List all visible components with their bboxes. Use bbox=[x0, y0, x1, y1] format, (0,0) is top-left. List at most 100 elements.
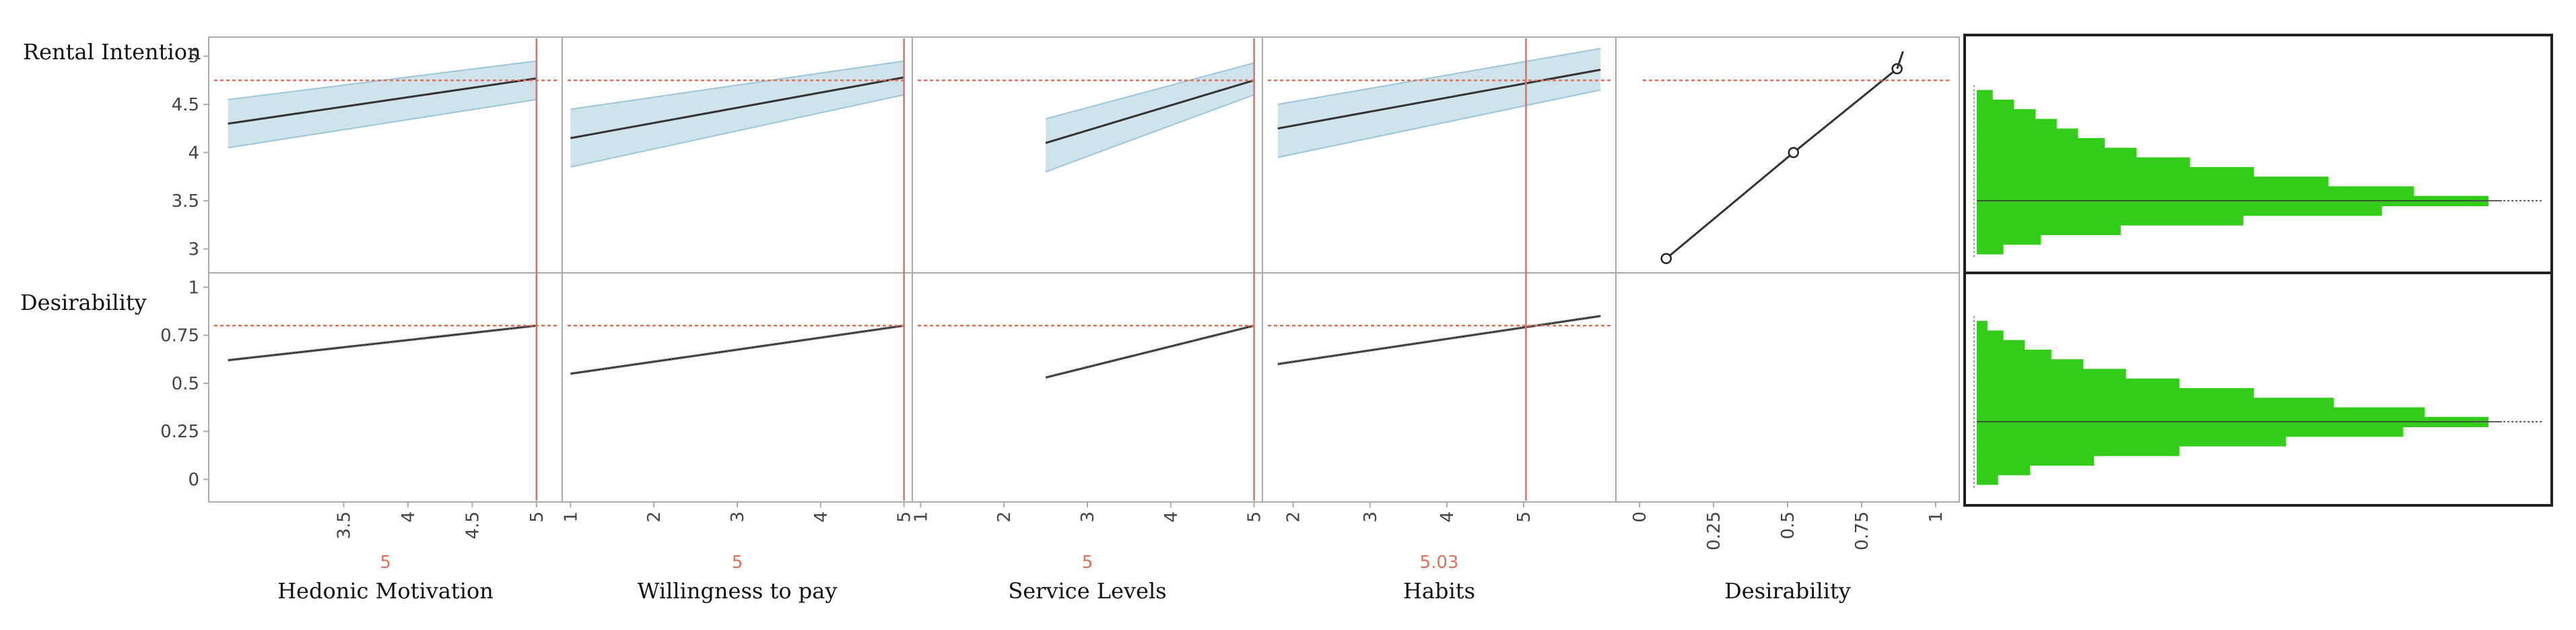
y-tick-label: 0.75 bbox=[160, 326, 199, 346]
histogram-bar bbox=[1977, 157, 2190, 168]
histogram-bar bbox=[1977, 166, 2254, 178]
histogram-bar bbox=[1977, 148, 2137, 158]
histogram-bar bbox=[1977, 186, 2414, 197]
x-tick-label: 2 bbox=[994, 511, 1015, 523]
confidence-lower-line bbox=[570, 94, 904, 168]
factor-current-value: 5 bbox=[380, 553, 391, 573]
histogram-bar bbox=[1977, 398, 2334, 408]
trace-line bbox=[1665, 67, 1898, 259]
trace-line-texture bbox=[228, 323, 537, 363]
histogram-bar bbox=[1977, 234, 2041, 245]
histogram-bar bbox=[1977, 436, 2286, 447]
y-tick-label: 0.5 bbox=[172, 374, 199, 394]
x-tick-label: 2 bbox=[644, 511, 665, 523]
x-tick-label: 4.5 bbox=[463, 511, 483, 539]
x-tick-label: 5 bbox=[1245, 511, 1265, 523]
x-tick-label: 5 bbox=[1514, 511, 1534, 523]
histogram-bar bbox=[1977, 369, 2126, 379]
row-label-desirability: Desirability bbox=[20, 290, 147, 315]
histogram-bar bbox=[1977, 388, 2254, 399]
trace-point bbox=[1660, 253, 1672, 264]
factor-name: Service Levels bbox=[1008, 578, 1167, 604]
profiler-cell bbox=[912, 272, 1263, 503]
histogram-bar bbox=[1977, 465, 2031, 476]
x-tick-label: 1 bbox=[1926, 511, 1946, 523]
histogram-bar bbox=[1977, 359, 2084, 370]
trace-point bbox=[1788, 147, 1800, 158]
x-tick-label: 4 bbox=[1161, 511, 1182, 523]
x-tick-label: 0.75 bbox=[1852, 511, 1872, 550]
profiler-cell bbox=[562, 272, 913, 503]
trace-line bbox=[1045, 79, 1255, 144]
confidence-upper-line bbox=[1045, 62, 1254, 120]
profiler-cell bbox=[1615, 36, 1960, 274]
trace-line bbox=[228, 324, 537, 362]
histogram-bar bbox=[1977, 340, 2025, 350]
histogram-bar bbox=[1977, 109, 2036, 120]
factor-current-value: 5 bbox=[1081, 553, 1093, 573]
trace-line bbox=[570, 76, 904, 139]
histogram-bar bbox=[1977, 378, 2179, 389]
x-tick-label: 3 bbox=[1361, 511, 1381, 523]
trace-line bbox=[570, 324, 904, 375]
factor-current-value: 5 bbox=[731, 553, 743, 573]
y-tick-label: 0 bbox=[188, 470, 199, 490]
confidence-band bbox=[570, 61, 904, 167]
histogram-bar bbox=[1977, 224, 2121, 235]
trace-line-extension bbox=[1896, 51, 1904, 69]
x-tick-label: 4 bbox=[811, 511, 832, 523]
x-tick-label: 0 bbox=[1630, 511, 1650, 523]
histogram-bar bbox=[1977, 137, 2105, 149]
x-tick-label: 1 bbox=[911, 511, 931, 523]
histogram-bar bbox=[1977, 445, 2179, 456]
histogram-bar bbox=[1977, 427, 2404, 437]
trace-line-texture bbox=[570, 323, 904, 376]
x-tick-label: 5 bbox=[527, 511, 547, 523]
x-tick-label: 1 bbox=[561, 511, 581, 523]
histogram-bar bbox=[1977, 330, 2004, 341]
factor-name: Habits bbox=[1403, 578, 1475, 604]
trace-line bbox=[1045, 324, 1254, 379]
histogram-bar bbox=[1977, 177, 2329, 187]
confidence-lower-line bbox=[228, 98, 537, 149]
y-tick-label: 1 bbox=[188, 278, 199, 298]
y-tick-label: 3 bbox=[188, 239, 199, 259]
histogram-bar bbox=[1977, 128, 2078, 139]
y-tick-label: 5 bbox=[188, 46, 199, 67]
histogram-frame bbox=[1963, 34, 2553, 507]
histogram-bar bbox=[1977, 90, 1993, 100]
y-tick-label: 0.25 bbox=[160, 422, 199, 442]
confidence-band bbox=[1046, 63, 1254, 172]
confidence-lower-line bbox=[1277, 89, 1601, 158]
factor-name: Desirability bbox=[1724, 578, 1851, 604]
y-tick-label: 4.5 bbox=[172, 95, 199, 115]
factor-current-value: 5.03 bbox=[1419, 553, 1459, 573]
histogram-bar bbox=[1977, 119, 2057, 129]
factor-name: Willingness to pay bbox=[637, 578, 838, 604]
histogram-bar bbox=[1977, 407, 2425, 418]
histogram-bar bbox=[1977, 349, 2052, 360]
histogram-bar bbox=[1977, 321, 1988, 332]
histogram-bar bbox=[1977, 206, 2382, 216]
y-tick-label: 4 bbox=[188, 143, 199, 163]
x-tick-label: 3 bbox=[728, 511, 748, 523]
x-tick-label: 3 bbox=[1078, 511, 1098, 523]
x-tick-label: 4 bbox=[1437, 511, 1458, 523]
x-tick-label: 0.5 bbox=[1778, 511, 1798, 539]
confidence-upper-line bbox=[1277, 48, 1601, 105]
trace-line bbox=[1277, 315, 1601, 365]
trace-line-texture bbox=[1277, 314, 1601, 366]
profiler-cell bbox=[1615, 272, 1960, 503]
trace-line-texture bbox=[1045, 323, 1255, 379]
confidence-band bbox=[228, 61, 537, 148]
row-label-rental-intention: Rental Intention bbox=[23, 39, 201, 65]
x-tick-label: 0.25 bbox=[1704, 511, 1724, 550]
y-tick-label: 3.5 bbox=[172, 191, 199, 212]
histogram-bar bbox=[1977, 474, 1998, 485]
profiler-cell bbox=[208, 272, 563, 503]
x-tick-label: 2 bbox=[1284, 511, 1304, 523]
confidence-lower-line bbox=[1045, 94, 1254, 172]
x-tick-label: 5 bbox=[895, 511, 915, 523]
